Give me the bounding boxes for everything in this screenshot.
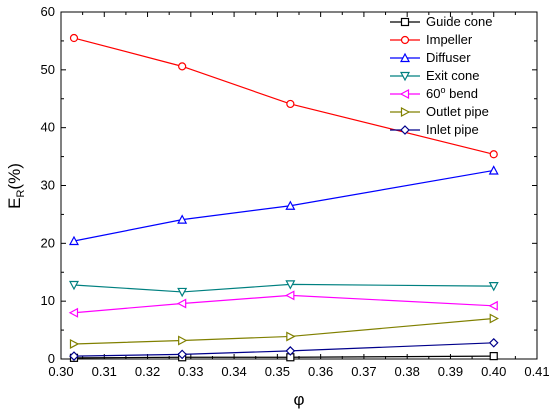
y-tick-label: 30 [41, 178, 55, 193]
data-point [488, 165, 499, 175]
y-axis-title-suffix: (%) [5, 163, 24, 189]
y-tick-label: 10 [41, 293, 55, 308]
data-point [177, 287, 188, 298]
legend-label: Exit cone [426, 68, 479, 83]
data-point [68, 235, 79, 246]
series-4 [68, 290, 498, 318]
x-tick-label: 0.41 [524, 364, 549, 379]
series-1 [69, 33, 498, 159]
data-point [177, 214, 188, 224]
legend-item: Impeller [390, 32, 473, 47]
series-line [73, 342, 494, 357]
data-point [488, 300, 498, 311]
x-tick-label: 0.35 [265, 364, 290, 379]
data-point [286, 99, 295, 109]
legend: Guide cone Impeller Diffuser Exit cone 60o b… [390, 14, 493, 137]
y-tick-label: 60 [41, 4, 55, 19]
data-point [68, 280, 79, 291]
legend-item: Inlet pipe [390, 122, 479, 137]
series-line [73, 355, 494, 359]
data-point [489, 150, 498, 159]
y-axis-title-main: E [5, 198, 24, 209]
y-tick-label: 40 [41, 120, 55, 135]
legend-label: 60o bend [426, 85, 478, 101]
x-tick-label: 0.30 [48, 364, 73, 379]
y-axis-title-sub: R [15, 190, 27, 198]
data-point [489, 352, 498, 361]
legend-marker [400, 71, 410, 82]
legend-item: 60o bend [390, 85, 478, 101]
series-2 [68, 165, 499, 246]
data-point [176, 298, 187, 309]
x-tick-label: 0.40 [481, 364, 506, 379]
data-point [177, 349, 188, 360]
legend-label: Inlet pipe [426, 122, 479, 137]
legend-marker [399, 89, 410, 99]
y-tick-label: 50 [41, 62, 55, 77]
x-tick-label: 0.34 [221, 364, 246, 379]
x-tick-label: 0.36 [308, 364, 333, 379]
x-tick-label: 0.37 [351, 364, 376, 379]
legend-marker [400, 107, 411, 117]
data-point [69, 351, 79, 361]
x-tick-label: 0.31 [92, 364, 117, 379]
data-point [488, 282, 499, 292]
series-6 [69, 337, 499, 361]
series-line [73, 283, 494, 293]
x-axis-title: φ [293, 390, 304, 409]
data-point [69, 338, 80, 349]
legend-label: Outlet pipe [426, 104, 489, 119]
legend-item: Exit cone [390, 68, 479, 83]
data-point [285, 346, 296, 356]
x-tick-label: 0.39 [438, 364, 463, 379]
legend-marker [400, 52, 410, 63]
legend-marker [400, 35, 410, 45]
plot-area [60, 11, 538, 360]
legend-label: Diffuser [426, 50, 471, 65]
data-point [286, 331, 296, 342]
axes: 0.30 0.31 0.32 0.33 0.34 0.35 0.36 0.37 0.38 0.39… [41, 4, 550, 379]
data-point [178, 335, 188, 346]
data-point [285, 200, 296, 210]
data-point [178, 62, 187, 71]
series-3 [68, 280, 499, 298]
series-line [73, 169, 494, 242]
data-point [68, 307, 79, 318]
series-line [73, 37, 494, 155]
legend-item: Guide cone [390, 14, 493, 29]
legend-marker [400, 125, 410, 135]
series-layer [68, 33, 500, 362]
legend-label: Guide cone [426, 14, 493, 29]
legend-item: Diffuser [390, 50, 471, 65]
legend-marker [400, 17, 410, 27]
x-tick-label: 0.33 [178, 364, 203, 379]
data-point [285, 290, 295, 301]
x-tick-label: 0.32 [135, 364, 160, 379]
y-tick-label: 20 [41, 235, 55, 250]
legend-label: Impeller [426, 32, 473, 47]
y-tick-label: 0 [48, 351, 55, 366]
data-point [285, 280, 296, 290]
series-line [73, 317, 494, 345]
y-axis-title: ER(%) [5, 163, 27, 209]
series-line [73, 294, 494, 314]
x-tick-label: 0.38 [395, 364, 420, 379]
data-point [489, 313, 500, 324]
series-5 [69, 313, 500, 349]
data-point [69, 33, 79, 43]
data-point [488, 337, 499, 348]
legend-item: Outlet pipe [390, 104, 489, 119]
